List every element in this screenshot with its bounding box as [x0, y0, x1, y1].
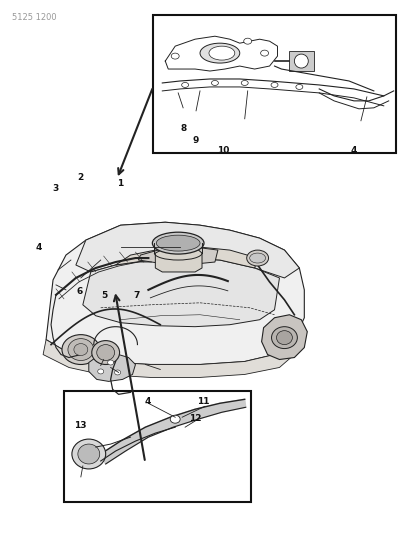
- Text: 9: 9: [193, 136, 199, 146]
- Ellipse shape: [261, 50, 268, 56]
- Ellipse shape: [115, 370, 121, 375]
- Polygon shape: [121, 427, 149, 451]
- Ellipse shape: [108, 360, 113, 365]
- Ellipse shape: [92, 341, 120, 365]
- Polygon shape: [43, 340, 295, 377]
- Ellipse shape: [170, 415, 180, 423]
- Ellipse shape: [250, 253, 266, 263]
- Ellipse shape: [74, 344, 88, 356]
- Text: 2: 2: [77, 173, 84, 182]
- Polygon shape: [101, 441, 126, 464]
- Ellipse shape: [98, 369, 104, 374]
- Polygon shape: [83, 258, 279, 327]
- Ellipse shape: [72, 439, 106, 469]
- Text: 8: 8: [181, 124, 187, 133]
- Polygon shape: [262, 315, 307, 360]
- Text: 4: 4: [351, 147, 357, 156]
- Ellipse shape: [271, 83, 278, 87]
- Text: 5: 5: [101, 291, 107, 300]
- Text: 11: 11: [197, 397, 209, 406]
- Polygon shape: [220, 399, 246, 412]
- Polygon shape: [145, 417, 173, 437]
- Text: 3: 3: [52, 184, 58, 193]
- Text: 4: 4: [36, 244, 42, 253]
- Polygon shape: [138, 247, 218, 265]
- Text: 4: 4: [144, 397, 151, 406]
- Text: 1: 1: [117, 179, 123, 188]
- Bar: [289, 51, 314, 71]
- Polygon shape: [195, 403, 222, 419]
- Ellipse shape: [182, 83, 188, 87]
- Ellipse shape: [247, 250, 268, 266]
- Polygon shape: [170, 409, 198, 427]
- Ellipse shape: [200, 43, 240, 63]
- Ellipse shape: [277, 330, 293, 345]
- Text: 5125 1200: 5125 1200: [11, 13, 56, 22]
- Ellipse shape: [241, 80, 248, 85]
- Polygon shape: [46, 222, 304, 365]
- Polygon shape: [155, 247, 202, 272]
- Ellipse shape: [296, 84, 303, 90]
- Polygon shape: [89, 354, 135, 382]
- Polygon shape: [76, 222, 299, 278]
- Ellipse shape: [62, 335, 100, 365]
- Text: 13: 13: [74, 421, 86, 430]
- Polygon shape: [115, 247, 257, 268]
- Ellipse shape: [295, 54, 308, 68]
- Text: 6: 6: [76, 287, 83, 296]
- Text: 10: 10: [217, 147, 230, 156]
- Ellipse shape: [152, 232, 204, 254]
- Ellipse shape: [171, 53, 179, 59]
- Ellipse shape: [68, 338, 94, 360]
- Ellipse shape: [209, 46, 235, 60]
- Ellipse shape: [156, 235, 200, 251]
- Ellipse shape: [244, 38, 252, 44]
- Ellipse shape: [97, 345, 115, 360]
- Text: 12: 12: [189, 414, 201, 423]
- Bar: [64, 391, 251, 503]
- Ellipse shape: [78, 444, 100, 464]
- Ellipse shape: [272, 327, 297, 349]
- Bar: [153, 14, 397, 152]
- Text: 7: 7: [133, 291, 140, 300]
- Ellipse shape: [211, 80, 218, 85]
